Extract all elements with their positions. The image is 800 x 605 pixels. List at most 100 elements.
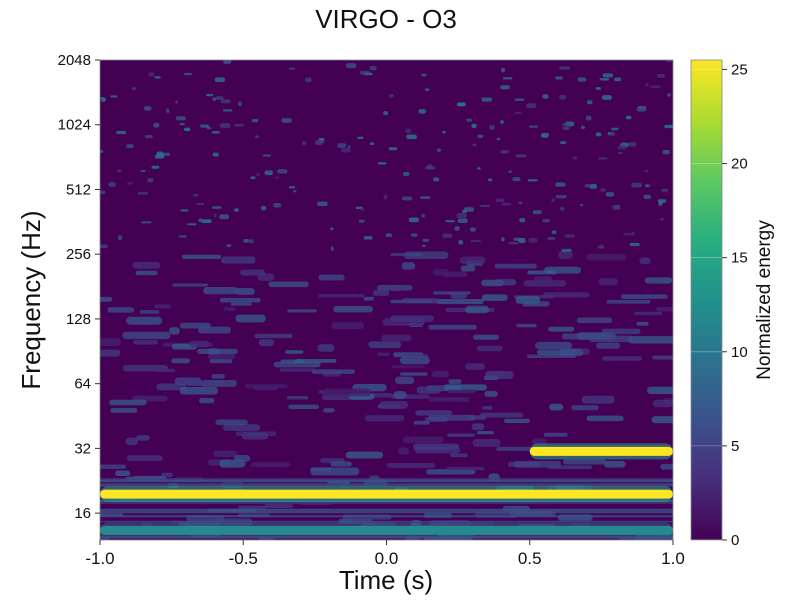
noise-speck: [477, 167, 481, 170]
noise-speck: [523, 280, 567, 287]
noise-speck: [100, 190, 106, 195]
noise-speck: [562, 126, 570, 130]
noise-speck: [268, 281, 309, 288]
noise-speck: [240, 269, 265, 276]
noise-speck: [606, 299, 651, 304]
noise-speck: [215, 96, 224, 100]
noise-speck: [477, 134, 484, 138]
noise-speck: [662, 149, 671, 155]
noise-speck: [601, 95, 612, 100]
noise-speck: [513, 237, 522, 241]
noise-speck: [458, 240, 464, 245]
noise-speck: [179, 122, 185, 126]
noise-speck: [153, 122, 160, 128]
noise-speck: [428, 414, 476, 421]
noise-speck: [454, 226, 460, 231]
noise-speck: [288, 185, 296, 189]
x-tick-label: -0.5: [229, 549, 258, 568]
noise-speck: [100, 296, 113, 302]
noise-speck: [160, 152, 171, 156]
noise-speck: [144, 134, 153, 139]
noise-speck: [501, 237, 505, 242]
noise-speck: [376, 352, 390, 356]
noise-speck: [241, 432, 269, 440]
noise-speck: [428, 397, 470, 402]
noise-speck: [203, 287, 239, 295]
noise-speck: [503, 418, 530, 423]
colorbar-tick-label: 0: [731, 532, 739, 549]
noise-speck: [442, 130, 446, 134]
noise-speck: [212, 206, 222, 209]
noise-speck: [470, 239, 481, 243]
noise-speck: [542, 219, 550, 223]
noise-speck: [480, 204, 491, 207]
noise-speck: [219, 214, 230, 220]
noise-speck: [214, 77, 226, 82]
noise-speck: [476, 345, 503, 352]
x-axis-label: Time (s): [339, 565, 433, 595]
noise-speck: [383, 194, 388, 200]
noise-speck: [110, 95, 118, 98]
noise-speck: [436, 299, 484, 305]
noise-speck: [431, 371, 449, 378]
noise-speck: [585, 115, 592, 121]
noise-speck: [600, 188, 606, 192]
noise-speck: [658, 201, 663, 206]
noise-speck: [258, 339, 275, 347]
noise-speck: [222, 109, 233, 112]
noise-speck: [543, 432, 568, 437]
noise-speck: [235, 314, 266, 323]
noise-speck: [551, 230, 557, 235]
noise-speck: [559, 348, 584, 357]
noise-speck: [418, 109, 426, 114]
noise-speck: [471, 123, 477, 128]
noise-speck: [664, 124, 673, 129]
noise-speck: [644, 170, 649, 173]
noise-speck: [599, 78, 610, 81]
noise-speck: [425, 166, 436, 170]
feature-track-0: [100, 489, 673, 499]
noise-speck: [235, 288, 255, 295]
noise-speck: [667, 93, 671, 97]
noise-speck: [656, 307, 673, 312]
noise-speck: [125, 437, 139, 446]
noise-speck: [623, 232, 634, 236]
noise-speck: [519, 218, 526, 223]
noise-speck: [139, 310, 160, 314]
noise-speck: [495, 198, 505, 202]
noise-speck: [586, 100, 593, 105]
noise-speck: [148, 72, 155, 77]
noise-speck: [347, 145, 351, 149]
noise-speck: [526, 103, 537, 109]
noise-speck: [206, 93, 214, 97]
noise-speck: [238, 101, 242, 107]
x-tick-label: 0.0: [375, 549, 399, 568]
noise-speck: [330, 246, 334, 251]
noise-streak: [100, 483, 673, 485]
noise-speck: [660, 463, 673, 470]
noise-speck: [512, 177, 521, 182]
noise-speck: [589, 184, 598, 189]
noise-speck: [115, 470, 131, 477]
noise-speck: [200, 124, 209, 128]
noise-speck: [522, 301, 550, 307]
noise-speck: [255, 135, 260, 138]
noise-speck: [264, 170, 274, 176]
noise-speck: [528, 125, 539, 128]
noise-speck: [459, 256, 486, 264]
noise-speck: [442, 233, 453, 238]
noise-speck: [602, 356, 643, 361]
feature-track-2: [100, 525, 673, 535]
noise-speck: [638, 105, 647, 109]
noise-speck: [547, 465, 593, 470]
noise-speck: [559, 94, 567, 100]
noise-speck: [532, 210, 542, 215]
noise-speck: [317, 344, 335, 352]
noise-speck: [372, 290, 390, 296]
noise-speck: [558, 250, 573, 259]
noise-speck: [489, 125, 495, 130]
noise-speck: [403, 436, 444, 443]
noise-speck: [644, 277, 673, 284]
noise-speck: [598, 157, 608, 160]
